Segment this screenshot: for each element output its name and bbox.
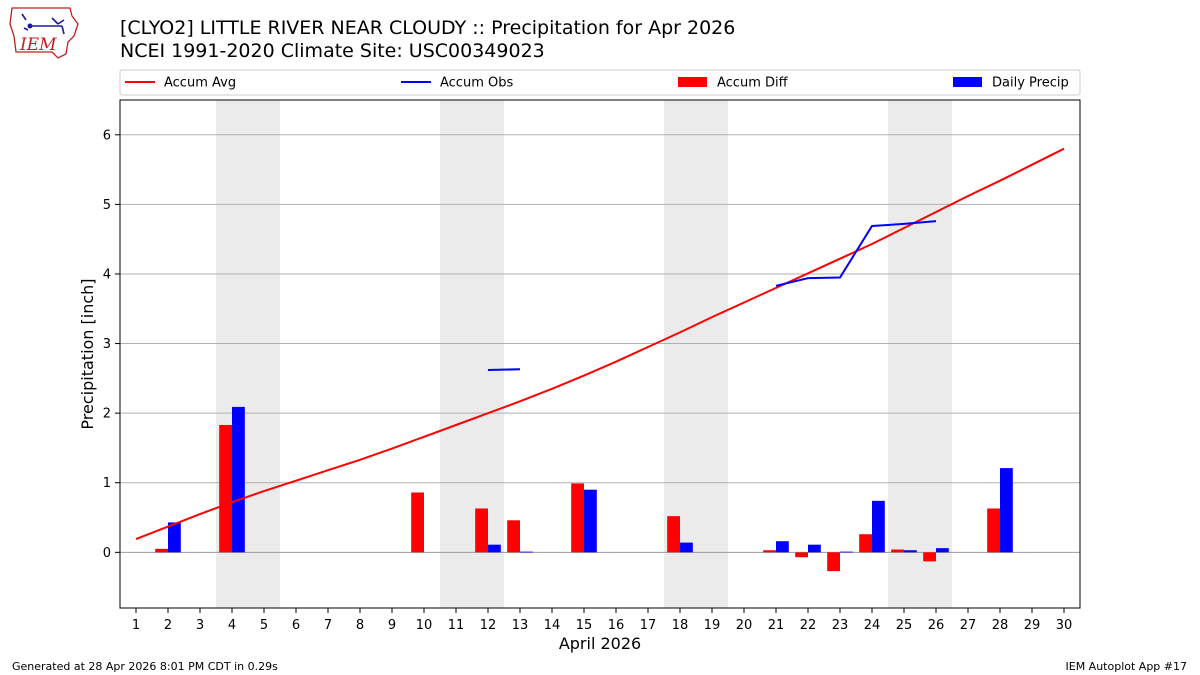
y-tick-label-0: 0 (103, 546, 111, 561)
y-tick-label-3: 3 (103, 337, 111, 352)
x-tick-label-3: 3 (196, 618, 204, 633)
daily-precip-bar-day-26 (936, 548, 949, 553)
accum-avg-line (135, 147, 1065, 541)
accum-diff-bar-day-15 (571, 483, 584, 553)
x-axis-ticks: 1 2 3 4 5 6 7 8 9 10 11 12 13 14 15 16 17 18 19 20 21 22 23 24 2… (132, 608, 1072, 633)
x-tick-label-22: 22 (800, 618, 817, 633)
x-tick-label-1: 1 (132, 618, 140, 633)
chart-subtitle: NCEI 1991-2020 Climate Site: USC00349023 (120, 40, 545, 62)
legend-label-accum-avg: Accum Avg (164, 76, 236, 91)
x-tick-label-8: 8 (356, 618, 364, 633)
y-axis-ticks: 0 1 2 3 4 5 6 (103, 128, 120, 561)
x-tick-label-9: 9 (388, 618, 396, 633)
legend-label-accum-obs: Accum Obs (440, 76, 513, 91)
weekend-band-2 (440, 100, 504, 608)
x-tick-label-29: 29 (1024, 618, 1041, 633)
generated-timestamp: Generated at 28 Apr 2026 8:01 PM CDT in … (12, 660, 278, 673)
accum-diff-bar-day-25 (891, 549, 904, 553)
legend-label-accum-diff: Accum Diff (717, 76, 789, 91)
state-outline-shape (9, 7, 79, 59)
accum-diff-bar-day-18 (667, 516, 680, 553)
x-tick-label-28: 28 (992, 618, 1009, 633)
x-tick-label-17: 17 (640, 618, 657, 633)
daily-precip-bar-day-21 (776, 541, 789, 553)
accum-diff-bar-day-26 (923, 552, 936, 562)
accum-diff-bar-day-24 (859, 534, 872, 553)
x-tick-label-16: 16 (608, 618, 625, 633)
x-tick-label-30: 30 (1056, 618, 1073, 633)
legend-label-daily-precip: Daily Precip (992, 76, 1069, 91)
logo-text: IEM (19, 35, 57, 55)
accum-diff-bar-day-23 (827, 552, 840, 572)
accum-diff-bar-day-2 (155, 548, 168, 553)
station-dot-icon (27, 23, 33, 29)
app-label: IEM Autoplot App #17 (1065, 660, 1188, 673)
chart-title: [CLYO2] LITTLE RIVER NEAR CLOUDY :: Prec… (120, 17, 736, 39)
accum-obs-line-segment-2 (775, 220, 937, 287)
y-tick-label-1: 1 (103, 476, 111, 491)
daily-precip-bar-day-4 (232, 406, 245, 553)
legend-entry-accum-diff: Accum Diff (678, 76, 789, 91)
daily-precip-bar-day-13 (520, 551, 533, 553)
lines (135, 147, 1065, 541)
legend-entry-accum-obs: Accum Obs (401, 76, 513, 91)
y-tick-label-6: 6 (103, 128, 111, 143)
x-tick-label-5: 5 (260, 618, 268, 633)
daily-precip-bar-day-22 (808, 544, 821, 553)
daily-precip-bar-day-25 (904, 550, 917, 553)
x-tick-label-6: 6 (292, 618, 300, 633)
accum-diff-bar-day-13 (507, 520, 520, 553)
x-tick-label-12: 12 (480, 618, 497, 633)
accum-obs-line-segment-1 (487, 368, 521, 371)
y-gridlines (120, 134, 1080, 553)
x-tick-label-20: 20 (736, 618, 753, 633)
x-tick-label-21: 21 (768, 618, 785, 633)
legend-swatch-daily-precip (953, 77, 982, 87)
legend-swatch-accum-diff (678, 77, 707, 87)
accum-diff-bar-day-28 (987, 508, 1000, 553)
x-tick-label-24: 24 (864, 618, 881, 633)
x-tick-label-26: 26 (928, 618, 945, 633)
legend-entry-daily-precip: Daily Precip (953, 76, 1069, 91)
y-axis-label: Precipitation [inch] (78, 278, 97, 429)
accum-diff-bar-day-22 (795, 552, 808, 558)
weekend-band-4 (888, 100, 952, 608)
x-tick-label-10: 10 (416, 618, 433, 633)
weather-station-icon (21, 13, 65, 35)
daily-precip-bar-day-24 (872, 500, 885, 553)
daily-precip-bar-day-18 (680, 542, 693, 553)
legend: Accum Avg Accum Obs Accum Diff Daily Pre… (119, 69, 1081, 96)
daily-precip-bar-day-23 (840, 551, 853, 553)
accum-diff-bar-day-10 (411, 492, 424, 553)
x-tick-label-23: 23 (832, 618, 849, 633)
x-tick-label-15: 15 (576, 618, 593, 633)
x-tick-label-13: 13 (512, 618, 529, 633)
x-tick-label-18: 18 (672, 618, 689, 633)
x-tick-label-4: 4 (228, 618, 236, 633)
legend-box (119, 69, 1081, 96)
x-tick-label-11: 11 (448, 618, 465, 633)
bars (155, 406, 1013, 572)
x-tick-label-27: 27 (960, 618, 977, 633)
x-tick-label-19: 19 (704, 618, 721, 633)
legend-entry-accum-avg: Accum Avg (125, 76, 236, 91)
x-tick-label-25: 25 (896, 618, 913, 633)
x-tick-label-14: 14 (544, 618, 561, 633)
daily-precip-bar-day-12 (488, 544, 501, 553)
accum-diff-bar-day-12 (475, 508, 488, 553)
accum-diff-bar-day-4 (219, 424, 232, 553)
y-tick-label-2: 2 (103, 407, 111, 422)
plot-frame (119, 99, 1081, 609)
x-tick-label-7: 7 (324, 618, 332, 633)
x-tick-label-2: 2 (164, 618, 172, 633)
y-tick-label-5: 5 (103, 198, 111, 213)
x-axis-label: April 2026 (559, 634, 641, 653)
daily-precip-bar-day-2 (168, 522, 181, 553)
iem-logo: IEM (9, 7, 79, 59)
daily-precip-bar-day-15 (584, 489, 597, 553)
daily-precip-bar-day-28 (1000, 468, 1013, 553)
accum-diff-bar-day-21 (763, 550, 776, 553)
y-tick-label-4: 4 (103, 267, 111, 282)
